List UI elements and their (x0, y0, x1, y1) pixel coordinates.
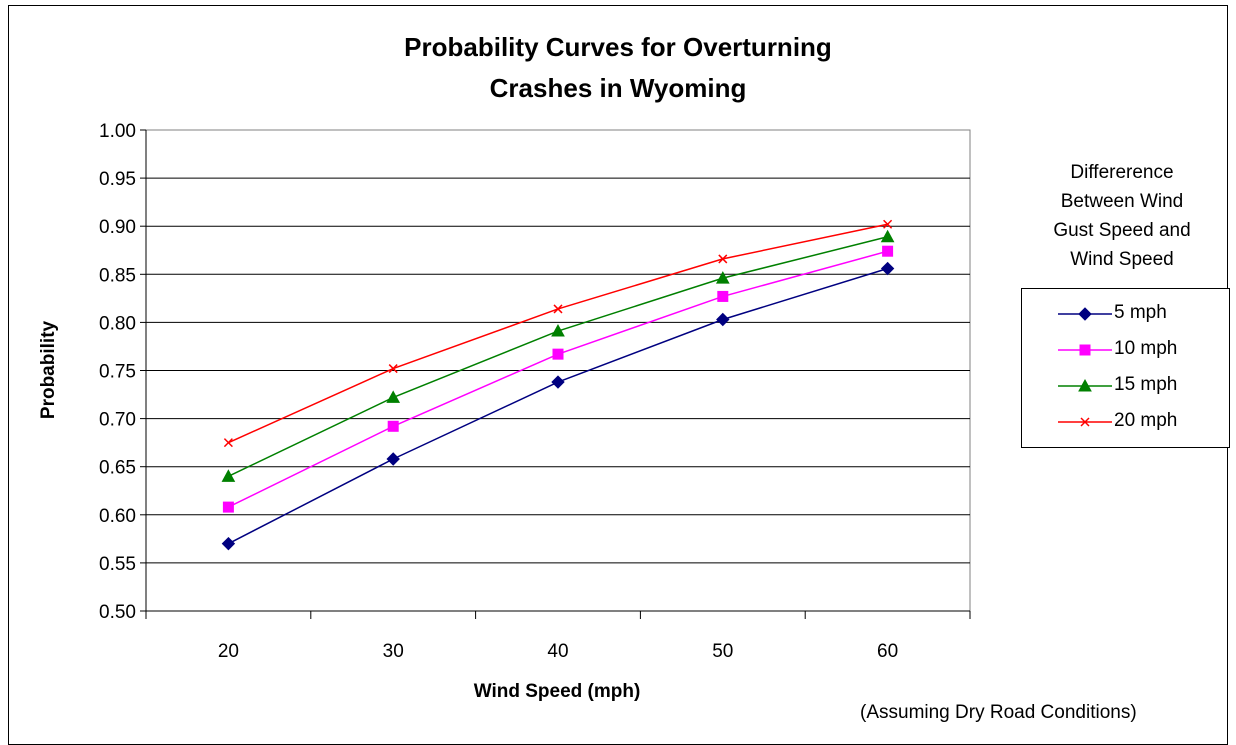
y-tick-label: 1.00 (99, 121, 136, 142)
x-tick-label: 20 (218, 641, 239, 662)
series-15-mph (221, 229, 895, 482)
data-point (717, 290, 729, 302)
data-point (386, 452, 400, 466)
legend-swatch-10-mph (1058, 344, 1112, 356)
marker-stroke (553, 304, 563, 314)
data-point (883, 219, 893, 229)
y-tick-label: 0.85 (99, 265, 136, 286)
legend-item-15-mph: 15 mph (1022, 371, 1229, 401)
legend-swatch-5-mph (1058, 307, 1112, 321)
y-tick-label: 0.65 (99, 458, 136, 479)
series-20-mph (223, 219, 893, 448)
legend-label-10-mph: 10 mph (1114, 338, 1178, 359)
y-tick-label: 0.70 (99, 410, 136, 431)
data-point (553, 304, 563, 314)
legend-item-5-mph: 5 mph (1022, 299, 1229, 329)
y-tick-label: 0.55 (99, 554, 136, 575)
data-point (387, 420, 399, 432)
y-tick-label: 0.75 (99, 362, 136, 383)
data-point (880, 261, 895, 276)
legend-title-line: Differerence (1070, 162, 1174, 183)
data-point (551, 324, 565, 337)
data-point (221, 469, 236, 482)
data-point (222, 501, 234, 513)
legend: 5 mph 10 mph 15 mph 20 mph (1021, 288, 1230, 448)
data-point (386, 390, 401, 403)
chart-title-line-2: Crashes in Wyoming (489, 73, 747, 103)
data-point (223, 438, 233, 448)
chart-plot: 0.50 0.55 0.60 0.65 0.70 0.75 0.80 0.85 0.90 0.95… (38, 121, 971, 702)
grid-lines (146, 177, 970, 564)
marker-stroke (388, 364, 398, 374)
marker-stroke (883, 219, 893, 229)
data-point (551, 375, 565, 389)
legend-swatch-20-mph (1058, 417, 1112, 427)
y-tick-label: 0.90 (99, 217, 136, 238)
axes: 0.50 0.55 0.60 0.65 0.70 0.75 0.80 0.85 0.90 0.95… (99, 121, 971, 662)
legend-title-line: Between Wind (1060, 191, 1184, 212)
marker-stroke (1080, 417, 1090, 427)
data-point (882, 245, 894, 257)
series-lines (221, 219, 895, 551)
legend-swatch-marker (1078, 307, 1092, 321)
legend-label-5-mph: 5 mph (1114, 302, 1167, 323)
legend-title-line: Gust Speed and (1053, 220, 1191, 241)
y-tick-label: 0.95 (99, 169, 136, 190)
legend-title: Differerence Between Wind Gust Speed and… (1018, 158, 1226, 274)
marker-stroke (718, 254, 728, 264)
legend-swatch-marker (1078, 378, 1092, 392)
y-axis-title: Probability (38, 320, 59, 419)
data-point (552, 348, 564, 360)
legend-title-line: Wind Speed (1070, 249, 1174, 270)
x-tick-label: 30 (383, 641, 404, 662)
y-tick-label: 0.80 (99, 313, 136, 334)
series-10-mph (222, 245, 894, 513)
marker-stroke (223, 438, 233, 448)
legend-label-20-mph: 20 mph (1114, 410, 1178, 431)
legend-item-20-mph: 20 mph (1022, 407, 1229, 437)
data-point (716, 312, 730, 327)
series-5-mph (221, 261, 895, 551)
data-point (715, 271, 730, 284)
x-tick-label: 50 (712, 641, 733, 662)
legend-swatch-15-mph (1058, 378, 1112, 392)
data-point (880, 229, 895, 243)
legend-swatch-marker (1080, 417, 1090, 427)
legend-label-15-mph: 15 mph (1114, 374, 1178, 395)
x-tick-label: 60 (877, 641, 898, 662)
chart-note: (Assuming Dry Road Conditions) (860, 702, 1137, 723)
data-point (718, 254, 728, 264)
legend-swatch-marker (1079, 344, 1091, 356)
data-point (388, 364, 398, 374)
x-tick-label: 40 (547, 641, 568, 662)
x-axis-title: Wind Speed (mph) (474, 681, 641, 702)
y-tick-label: 0.60 (99, 506, 136, 527)
legend-item-10-mph: 10 mph (1022, 335, 1229, 365)
data-point (221, 536, 236, 551)
y-tick-label: 0.50 (99, 602, 136, 623)
chart-title-line-1: Probability Curves for Overturning (404, 32, 832, 62)
